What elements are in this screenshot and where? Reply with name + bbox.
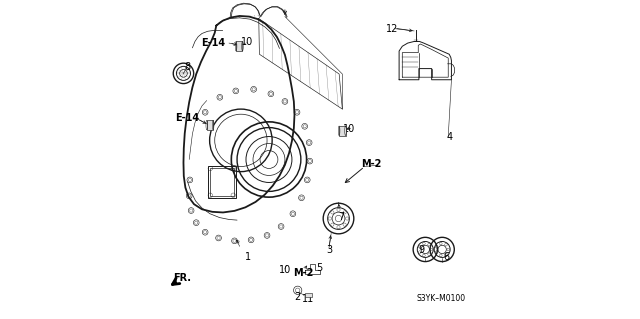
- Bar: [236, 41, 243, 51]
- Text: E-14: E-14: [201, 38, 225, 48]
- Text: 5: 5: [316, 263, 322, 273]
- Text: E-14: E-14: [175, 113, 200, 123]
- Text: 4: 4: [446, 132, 452, 142]
- Text: 2: 2: [294, 292, 301, 302]
- Text: 9: 9: [419, 245, 424, 256]
- Bar: [207, 120, 213, 130]
- Text: 1: 1: [245, 252, 252, 262]
- Text: 10: 10: [241, 37, 253, 47]
- Text: 8: 8: [184, 62, 190, 72]
- Text: 11: 11: [301, 294, 314, 304]
- Text: M-2: M-2: [293, 268, 314, 278]
- Bar: [208, 166, 236, 198]
- Bar: [339, 126, 346, 136]
- Text: 10: 10: [342, 124, 355, 134]
- Text: 12: 12: [385, 24, 398, 34]
- Text: 10: 10: [279, 264, 291, 275]
- Text: 7: 7: [339, 212, 345, 222]
- Text: M-2: M-2: [361, 159, 381, 169]
- Text: 6: 6: [443, 252, 449, 262]
- Text: 3: 3: [326, 245, 333, 256]
- Bar: [210, 168, 234, 196]
- Bar: [305, 293, 312, 297]
- Text: FR.: FR.: [173, 273, 191, 283]
- Text: S3YK–M0100: S3YK–M0100: [417, 294, 466, 303]
